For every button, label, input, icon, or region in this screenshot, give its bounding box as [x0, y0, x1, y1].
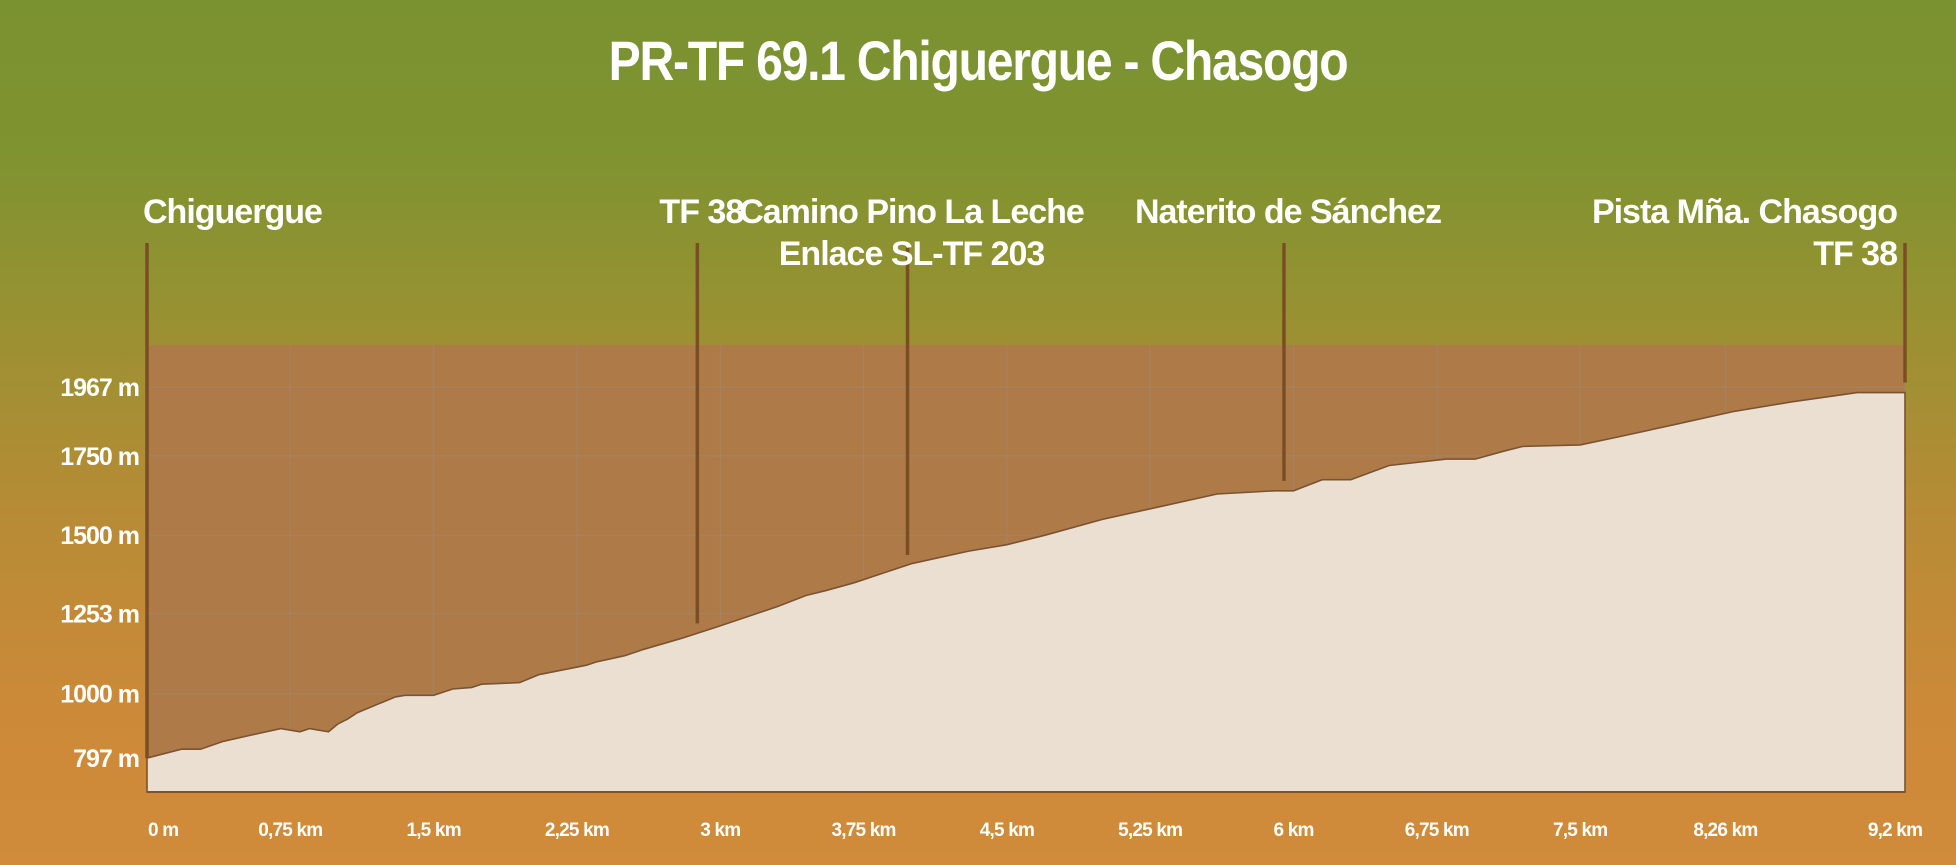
- waypoint-label: Enlace SL-TF 203: [779, 235, 1045, 273]
- x-tick-label: 3 km: [700, 820, 740, 841]
- x-tick-label: 7,5 km: [1553, 820, 1607, 841]
- waypoint-label: Naterito de Sánchez: [1135, 193, 1441, 231]
- x-tick-label: 6 km: [1273, 820, 1313, 841]
- x-tick-label: 3,75 km: [832, 820, 896, 841]
- y-tick-label: 1253 m: [60, 601, 139, 629]
- waypoint-label: Pista Mña. Chasogo: [1592, 193, 1897, 231]
- waypoint-label: TF 38: [1813, 235, 1897, 273]
- x-tick-label: 9,2 km: [1868, 820, 1922, 841]
- x-axis-labels: 0 m 0,75 km 1,5 km 2,25 km 3 km 3,75 km 4,5 km…: [148, 820, 1923, 841]
- x-tick-label: 5,25 km: [1118, 820, 1182, 841]
- y-tick-label: 1000 m: [60, 681, 139, 709]
- chart-title: PR-TF 69.1 Chiguergue - Chasogo: [608, 29, 1349, 92]
- waypoint-label: TF 38: [659, 193, 743, 231]
- waypoint-label: Camino Pino La Leche: [739, 193, 1084, 231]
- x-tick-label: 4,5 km: [980, 820, 1034, 841]
- x-tick-label: 2,25 km: [545, 820, 609, 841]
- x-tick-label: 1,5 km: [406, 820, 460, 841]
- elevation-area: [146, 391, 1906, 793]
- x-tick-label: 0 m: [148, 820, 178, 841]
- waypoint-markers: [145, 243, 1907, 759]
- y-axis-labels: 797 m 1000 m 1253 m 1500 m 1750 m 1967 m: [60, 374, 140, 773]
- x-tick-label: 0,75 km: [258, 820, 322, 841]
- y-tick-label: 1500 m: [60, 522, 139, 550]
- x-tick-label: 6,75 km: [1405, 820, 1469, 841]
- x-tick-label: 8,26 km: [1693, 820, 1757, 841]
- waypoint-label: Chiguergue: [143, 193, 322, 231]
- y-tick-label: 1967 m: [60, 374, 139, 402]
- y-tick-label: 1750 m: [60, 443, 139, 471]
- y-tick-label: 797 m: [73, 745, 139, 773]
